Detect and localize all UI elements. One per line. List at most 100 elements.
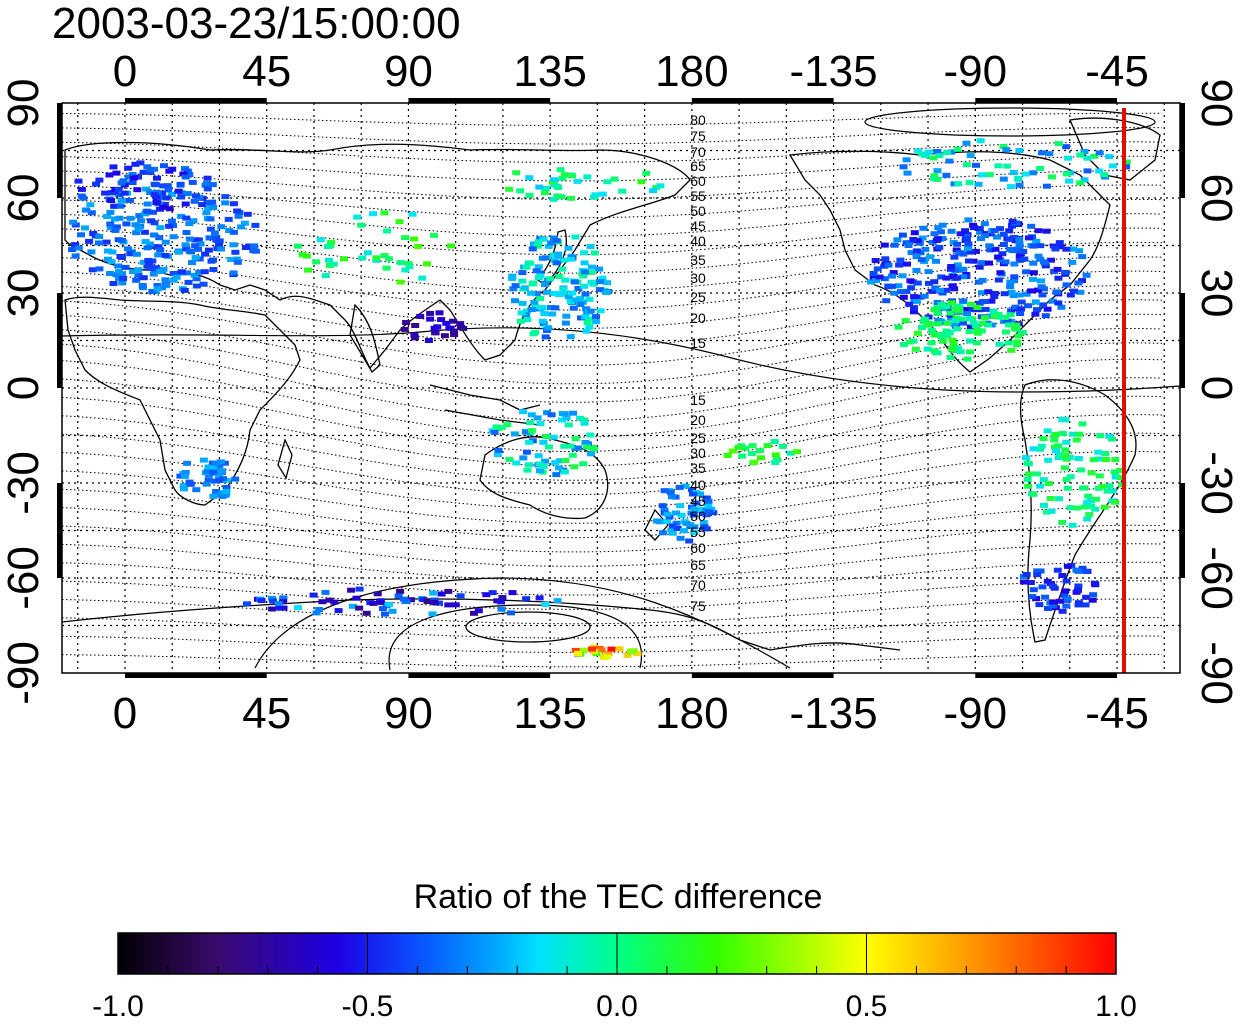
tec-pixel [1089, 592, 1098, 598]
tec-pixel [95, 234, 104, 239]
tec-pixel [1077, 467, 1086, 473]
map-title: 2003-03-23/15:00:00 [52, 0, 461, 48]
contour-line [62, 342, 1163, 422]
tec-pixel [1024, 483, 1033, 489]
tec-pixel [1035, 602, 1044, 608]
tec-pixel [676, 535, 685, 541]
tec-pixel [667, 527, 676, 533]
tec-pixel [385, 601, 393, 607]
tec-pixel [535, 595, 544, 601]
tec-pixel [969, 320, 978, 326]
tec-pixel [560, 172, 569, 178]
tec-pixel [179, 171, 188, 177]
tec-pixel [1064, 155, 1072, 161]
tec-pixel [597, 647, 606, 653]
tec-pixel [279, 599, 288, 605]
tec-pixel [433, 324, 442, 330]
tec-pixel [212, 460, 221, 466]
tec-pixel [1080, 177, 1089, 183]
tec-pixel [679, 528, 688, 534]
right-lat-tick: 30 [1192, 269, 1240, 318]
left-lat-tick: -90 [0, 641, 48, 705]
tec-pixel [586, 432, 595, 438]
tec-pixel [550, 177, 559, 183]
tec-pixel [1022, 291, 1031, 297]
tec-pixel [419, 597, 428, 602]
tec-pixel [162, 282, 171, 288]
tec-pixel [959, 266, 968, 272]
tec-pixel [953, 345, 962, 351]
tec-pixel [913, 330, 922, 336]
contour-labels: 8075706560555045403530252015152025303540… [690, 112, 706, 614]
tec-pixel [972, 340, 981, 346]
tec-pixel [136, 160, 145, 166]
tec-pixel [920, 293, 929, 299]
tec-pixel [329, 261, 338, 267]
tec-pixel [694, 507, 703, 512]
tec-pixel [85, 238, 94, 244]
tec-pixel [1010, 274, 1019, 280]
tec-pixel [400, 326, 409, 332]
tec-pixel [930, 279, 939, 285]
tec-pixel [179, 483, 188, 489]
tec-pixel [562, 415, 571, 421]
tec-pixel [898, 273, 907, 279]
contour-line [62, 358, 1163, 438]
left-latitude-ticks: 90 60 30 0 -30 -60 -90 [0, 79, 48, 705]
tec-pixel [482, 592, 491, 598]
tec-pixel [543, 289, 551, 295]
tec-pixel [965, 329, 974, 335]
tec-pixel [553, 193, 562, 199]
tec-pixel [590, 649, 599, 655]
tec-pixel [227, 257, 236, 262]
tec-pixel [550, 290, 559, 296]
tec-pixel [1029, 170, 1038, 176]
tec-pixel [1017, 306, 1026, 312]
tec-pixel [598, 191, 607, 197]
tec-pixel [1003, 163, 1012, 169]
tec-pixel [137, 218, 145, 224]
tec-pixel [583, 174, 592, 180]
right-latitude-ticks: 90 60 30 0 -30 -60 -90 [1192, 79, 1240, 705]
tec-pixel [942, 172, 951, 178]
colorbar-tick-label: -1.0 [92, 990, 144, 1023]
tec-pixel [181, 242, 190, 248]
tec-pixel [493, 452, 502, 458]
tec-pixel [451, 602, 460, 608]
contour-line [62, 299, 1163, 366]
tec-pixel [437, 591, 446, 597]
bottom-lon-tick: -135 [790, 689, 878, 738]
tec-pixel [211, 478, 220, 484]
tec-pixel [527, 290, 536, 296]
tec-pixel [1029, 260, 1038, 266]
tec-pixel [1041, 313, 1050, 319]
tec-pixel [1055, 496, 1063, 502]
tec-pixel [953, 241, 962, 247]
tec-pixel [663, 519, 672, 525]
tec-pixel [603, 654, 612, 660]
tec-pixel [748, 443, 757, 449]
tec-pixel [690, 506, 699, 512]
tec-pixel [1006, 284, 1015, 290]
tec-pixel [450, 332, 459, 338]
tec-pixel [581, 314, 590, 320]
colorbar-tick-label: -0.5 [342, 990, 394, 1023]
tec-pixel [497, 606, 506, 612]
tec-pixel [1002, 147, 1011, 153]
tec-pixel [1007, 289, 1016, 295]
tec-pixel [1005, 236, 1014, 242]
tec-pixel [1013, 246, 1022, 252]
tec-pixel [77, 232, 85, 238]
tec-pixel [522, 264, 531, 270]
tec-pixel [221, 194, 230, 200]
tec-pixel [510, 431, 519, 437]
contour-label: 60 [690, 173, 706, 189]
contour-label: 45 [690, 218, 706, 234]
tec-pixel [568, 290, 577, 296]
tec-pixel [114, 186, 123, 192]
tec-pixel [401, 267, 410, 273]
tec-pixel [996, 257, 1005, 263]
tec-pixel [1037, 443, 1046, 449]
tec-pixel [1063, 563, 1072, 569]
tec-pixel [518, 270, 527, 276]
